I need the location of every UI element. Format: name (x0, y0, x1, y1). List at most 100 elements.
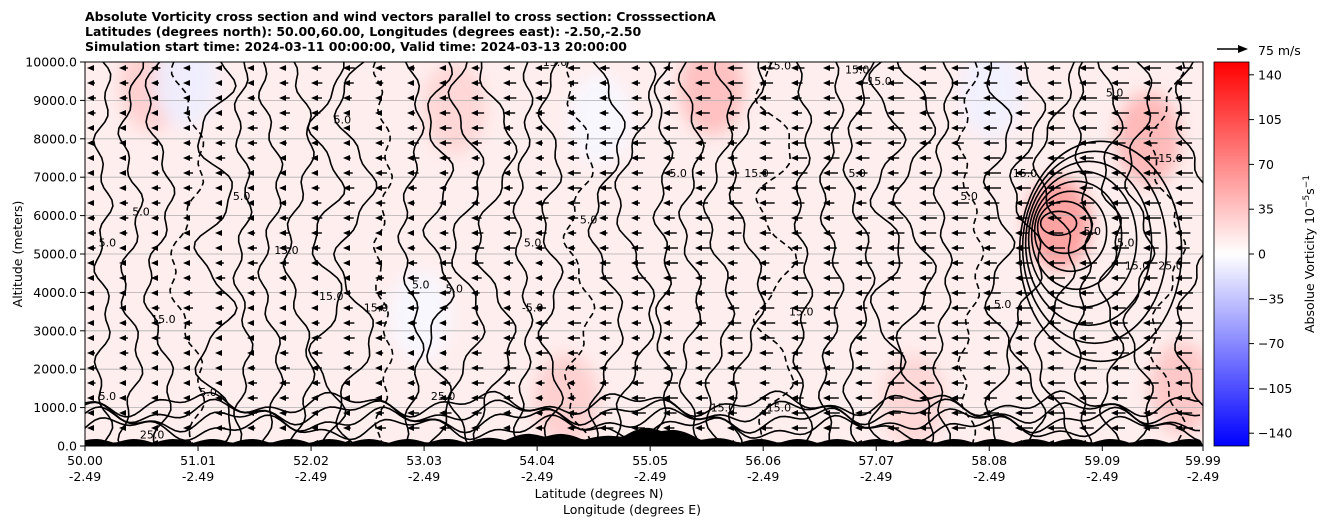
wind-vector-head (151, 320, 158, 326)
wind-vector-554 (759, 185, 776, 191)
wind-vector-317 (471, 140, 482, 146)
wind-vector-444 (631, 95, 642, 101)
wind-vector-head (311, 65, 318, 71)
wind-vector-151 (247, 380, 257, 386)
wind-vector-630 (855, 155, 870, 161)
wind-vector-572 (791, 65, 805, 71)
wind-vector-head (151, 260, 158, 266)
wind-vector-head (343, 275, 350, 281)
wind-vector-28 (119, 95, 128, 101)
wind-vector-head (727, 230, 734, 236)
wind-vector-134 (247, 125, 258, 131)
wind-vector-head (983, 320, 990, 326)
contour-line-39 (1174, 62, 1203, 407)
wind-vector-580 (791, 185, 807, 191)
wind-vector-861 (1143, 110, 1159, 116)
contour-label-14: 5.0 (580, 213, 598, 226)
wind-vector-head (1015, 95, 1022, 101)
wind-vector-452 (631, 215, 641, 221)
wind-vector-494 (695, 65, 708, 71)
wind-vector-578 (791, 155, 808, 161)
wind-vector-head (727, 80, 734, 86)
wind-vector-head (1207, 410, 1214, 416)
wind-vector-head (279, 155, 286, 161)
wind-vector-head (1047, 65, 1054, 71)
wind-vector-head (151, 125, 158, 131)
wind-vector-301 (439, 290, 451, 296)
wind-vector-head (1111, 185, 1118, 191)
wind-vector-217 (343, 200, 355, 206)
wind-vector-48 (119, 395, 126, 401)
wind-vector-601 (823, 110, 837, 116)
wind-vector-162 (279, 155, 286, 161)
wind-vector-280 (407, 365, 414, 371)
wind-vector-head (1207, 95, 1214, 101)
wind-vector-head (1207, 275, 1214, 281)
wind-vector-484 (663, 305, 673, 311)
wind-vector-head (1015, 200, 1022, 206)
wind-vector-head (247, 200, 254, 206)
wind-vector-head (375, 95, 382, 101)
wind-vector-241 (375, 170, 388, 176)
wind-vector-584 (791, 245, 802, 251)
wind-vector-812 (1079, 155, 1094, 161)
wind-vector-head (695, 320, 702, 326)
wind-vector-298 (439, 245, 451, 251)
wind-vector-0 (87, 65, 94, 71)
x-tick-label-lon-4: -2.49 (521, 469, 553, 484)
wind-vector-780 (1047, 65, 1061, 71)
wind-vector-65 (151, 260, 158, 266)
wind-vector-304 (439, 335, 446, 341)
wind-vector-355 (503, 320, 513, 326)
wind-vector-438 (599, 395, 611, 401)
wind-vector-822 (1079, 305, 1093, 311)
wind-vector-891 (1175, 170, 1193, 176)
wind-vector-112 (215, 185, 222, 191)
wind-vector-head (407, 170, 414, 176)
wind-vector-head (119, 230, 126, 236)
wind-vector-head (823, 125, 830, 131)
wind-vector-head (407, 335, 414, 341)
wind-vector-682 (919, 155, 932, 161)
wind-vector-head (951, 410, 958, 416)
y-tick-label-4: 4000.0 (33, 285, 77, 300)
wind-vector-head (823, 155, 830, 161)
wind-vector-522 (727, 95, 742, 101)
wind-vector-511 (695, 320, 707, 326)
wind-vector-550 (759, 125, 770, 131)
wind-vector-head (1207, 80, 1214, 86)
wind-vector-412 (567, 395, 576, 401)
contour-line-2 (143, 62, 176, 446)
wind-vector-670 (887, 365, 905, 371)
wind-vector-head (1175, 215, 1182, 221)
wind-vector-840 (1111, 185, 1128, 191)
wind-vector-817 (1079, 230, 1097, 236)
wind-vector-head (87, 290, 94, 296)
wind-vector-803 (1047, 410, 1065, 416)
wind-vector-401 (567, 230, 577, 236)
x-tick-label-lat-8: 58.08 (971, 453, 1007, 468)
wind-vector-head (759, 335, 766, 341)
wind-vector-head (599, 155, 606, 161)
wind-vector-head (983, 170, 990, 176)
wind-vector-37 (119, 230, 128, 236)
wind-vector-head (503, 260, 510, 266)
wind-vector-332 (471, 365, 484, 371)
wind-vector-832 (1111, 65, 1129, 71)
wind-vector-head (343, 110, 350, 116)
wind-vector-349 (503, 230, 517, 236)
contour-line-13 (447, 62, 486, 446)
wind-vector-head (215, 410, 222, 416)
wind-vector-252 (375, 335, 386, 341)
wind-vector-head (311, 185, 318, 191)
wind-vector-head (1143, 200, 1150, 206)
wind-vector-head (247, 320, 254, 326)
wind-vector-379 (535, 290, 545, 296)
wind-vector-head (823, 425, 830, 431)
wind-vector-908 (1175, 425, 1193, 431)
wind-vector-549 (759, 110, 770, 116)
x-tick-label-lat-6: 56.06 (745, 453, 781, 468)
wind-vector-head (183, 125, 190, 131)
wind-vector-head (1175, 200, 1182, 206)
wind-vector-head (1175, 260, 1182, 266)
